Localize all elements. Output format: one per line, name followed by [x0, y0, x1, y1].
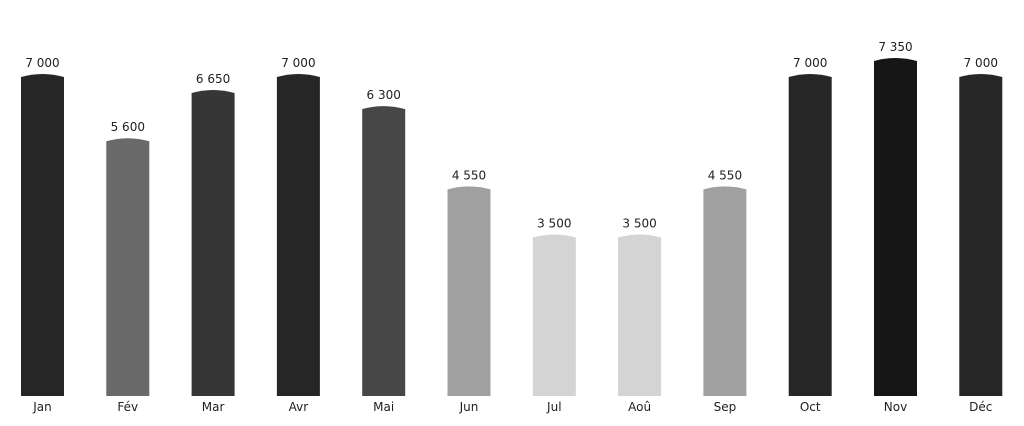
data-label: 7 350: [878, 40, 912, 54]
data-label: 3 500: [622, 217, 656, 231]
bar-Jan: [21, 74, 64, 396]
data-label: 3 500: [537, 217, 571, 231]
bar-Jul: [532, 234, 576, 396]
data-label: 7 000: [793, 56, 827, 70]
x-tick-label: Mar: [202, 400, 225, 414]
bar-Aoû: [618, 234, 662, 396]
x-tick-label: Nov: [884, 400, 907, 414]
x-tick-label: Oct: [800, 400, 821, 414]
x-tick-label: Jul: [546, 400, 561, 414]
x-tick-label: Jun: [459, 400, 479, 414]
bar-Avr: [276, 74, 320, 396]
data-label: 6 300: [367, 88, 401, 102]
bar-Mai: [362, 106, 406, 396]
bar-Mar: [191, 90, 235, 397]
data-label: 4 550: [708, 168, 742, 182]
x-tick-label: Sep: [714, 400, 737, 414]
bar-Déc: [959, 74, 1003, 396]
data-label: 5 600: [111, 120, 145, 134]
data-label: 7 000: [25, 56, 59, 70]
bar-Sep: [703, 186, 747, 396]
x-tick-label: Avr: [289, 400, 309, 414]
x-tick-label: Déc: [969, 400, 992, 414]
bar-Jun: [447, 186, 491, 396]
bar-Fév: [106, 138, 150, 396]
data-label: 7 000: [964, 56, 998, 70]
x-tick-label: Fév: [117, 400, 138, 414]
data-label: 6 650: [196, 72, 230, 86]
x-tick-label: Aoû: [628, 400, 651, 414]
bar-Nov: [874, 57, 917, 396]
bar-Oct: [788, 74, 832, 396]
data-label: 7 000: [281, 56, 315, 70]
x-tick-label: Jan: [32, 400, 52, 414]
data-label: 4 550: [452, 168, 486, 182]
x-tick-label: Mai: [373, 400, 394, 414]
